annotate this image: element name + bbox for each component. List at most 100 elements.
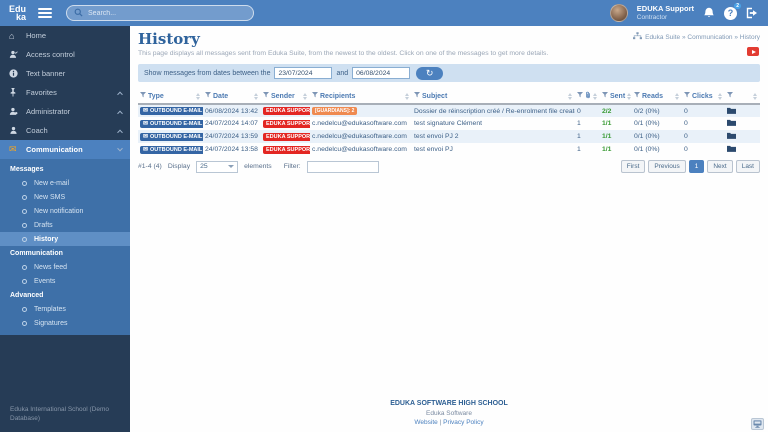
cell-clicks: 0 [684, 120, 688, 127]
topbar: Eduka EDUKA Support Contractor ? 2 [0, 0, 768, 26]
sort-icon[interactable] [568, 92, 573, 100]
sidebar-item-favorites[interactable]: Favorites [0, 83, 130, 102]
column-header-reads[interactable]: Reads [632, 89, 682, 105]
search-input[interactable] [88, 9, 247, 17]
filter-funnel-icon[interactable] [634, 92, 640, 100]
sort-icon[interactable] [405, 92, 410, 100]
filter-funnel-icon[interactable] [140, 92, 146, 100]
submenu-item-new-notification[interactable]: New notification [0, 204, 130, 218]
column-header-sent[interactable]: Sent [600, 89, 632, 105]
envelope-icon: ✉ [143, 133, 149, 140]
sidebar-item-communication[interactable]: ✉ Communication [0, 140, 130, 159]
date-to-input[interactable] [352, 67, 411, 79]
search-bar[interactable] [66, 5, 255, 21]
submenu-item-drafts[interactable]: Drafts [0, 218, 130, 232]
help-icon[interactable]: ? 2 [724, 2, 741, 20]
sort-icon[interactable] [718, 92, 723, 100]
submenu-item-templates[interactable]: Templates [0, 302, 130, 316]
date-from-input[interactable] [274, 67, 333, 79]
filter-label: Show messages from dates between the [144, 69, 271, 77]
sidebar-item-text-banner[interactable]: Text banner [0, 64, 130, 83]
sort-icon[interactable] [627, 92, 632, 100]
sort-icon[interactable] [254, 92, 259, 100]
sort-icon[interactable] [303, 92, 308, 100]
sort-icon[interactable] [593, 92, 598, 100]
bullet-icon [22, 264, 27, 270]
submenu-item-new-sms[interactable]: New SMS [0, 190, 130, 204]
topbar-right: EDUKA Support Contractor ? 2 [609, 2, 758, 22]
sidebar-item-coach[interactable]: Coach [0, 121, 130, 140]
column-header-sender[interactable]: Sender [261, 89, 310, 105]
eduka-logo[interactable]: Edu ka [9, 4, 26, 22]
filter-funnel-icon[interactable] [684, 92, 690, 100]
folder-icon[interactable] [727, 145, 736, 152]
submenu-item-history[interactable]: History [0, 232, 130, 246]
pin-icon [9, 88, 26, 97]
first-page-button[interactable]: First [620, 160, 646, 173]
submenu-item-news-feed[interactable]: News feed [0, 260, 130, 274]
avatar[interactable] [609, 4, 628, 22]
help-badge: 2 [734, 2, 741, 9]
privacy-policy-link[interactable]: Privacy Policy [443, 418, 484, 426]
refresh-button[interactable]: ↻ [416, 66, 444, 80]
sort-icon[interactable] [753, 92, 758, 100]
page-size-select[interactable]: 25 [196, 160, 239, 173]
previous-page-button[interactable]: Previous [648, 160, 686, 173]
filter-funnel-icon[interactable] [727, 92, 733, 100]
sort-icon[interactable] [196, 92, 201, 100]
table-filter-input[interactable] [306, 160, 379, 173]
table-row[interactable]: ✉ OUTBOUND E-MAIL 24/07/2024 13:58 EDUKA … [138, 143, 760, 156]
last-page-button[interactable]: Last [735, 160, 760, 173]
display-mode-icon[interactable] [751, 418, 764, 430]
submenu-item-signatures[interactable]: Signatures [0, 316, 130, 330]
filter-funnel-icon[interactable] [602, 92, 608, 100]
user-role: Contractor [636, 13, 668, 21]
video-tutorial-icon[interactable] [747, 47, 759, 56]
cell-clicks: 0 [682, 130, 725, 143]
menu-toggle-icon[interactable] [38, 6, 53, 20]
sidebar-item-home[interactable]: ⌂ Home [9, 30, 47, 41]
display-label: Display [167, 163, 191, 170]
folder-icon[interactable] [727, 119, 736, 126]
page-number-button[interactable]: 1 [688, 160, 705, 173]
column-header-recipients[interactable]: Recipients [310, 89, 412, 105]
filter-funnel-icon[interactable] [263, 92, 269, 100]
column-header-clicks[interactable]: Clicks [682, 89, 725, 105]
submenu-item-new-email[interactable]: New e-mail [0, 176, 130, 190]
column-header-actions[interactable] [725, 89, 760, 105]
column-header-attachments[interactable] [575, 89, 600, 105]
column-header-type[interactable]: Type [138, 89, 203, 105]
user-info[interactable]: EDUKA Support Contractor [636, 3, 694, 22]
submenu-section-messages: Messages [10, 166, 44, 173]
sidebar-item-access-control[interactable]: Access control [0, 45, 130, 64]
folder-icon[interactable] [727, 107, 736, 114]
submenu-item-events[interactable]: Events [0, 274, 130, 288]
next-page-button[interactable]: Next [707, 160, 733, 173]
type-badge: ✉ OUTBOUND E-MAIL [140, 119, 203, 128]
filter-funnel-icon[interactable] [414, 92, 420, 100]
column-header-date[interactable]: Date [203, 89, 261, 105]
logout-icon[interactable] [746, 7, 758, 19]
user-name: EDUKA Support [636, 3, 694, 13]
filter-funnel-icon[interactable] [577, 92, 583, 100]
notifications-bell-icon[interactable] [703, 7, 715, 19]
cell-sent: 1/1 [602, 146, 612, 153]
user-check-icon [9, 50, 26, 59]
sort-icon[interactable] [675, 92, 680, 100]
table-row[interactable]: ✉ OUTBOUND E-MAIL 24/07/2024 14:07 EDUKA … [138, 117, 760, 130]
table-row[interactable]: ✉ OUTBOUND E-MAIL 24/07/2024 13:59 EDUKA … [138, 130, 760, 143]
chevron-down-icon [117, 145, 123, 151]
sidebar-item-administrator[interactable]: Administrator [0, 102, 130, 121]
website-link[interactable]: Website [414, 418, 438, 426]
filter-funnel-icon[interactable] [312, 92, 318, 100]
folder-icon[interactable] [727, 132, 736, 139]
column-header-subject[interactable]: Subject [412, 89, 575, 105]
cell-clicks: 0 [682, 104, 725, 117]
footer-links: Website | Privacy Policy [414, 418, 484, 426]
sender-badge: EDUKA SUPPORT [263, 132, 310, 141]
logo-line1: Edu [9, 4, 26, 14]
table-row[interactable]: ✉ OUTBOUND E-MAIL 06/08/2024 13:42 EDUKA … [138, 104, 760, 117]
filter-funnel-icon[interactable] [205, 92, 211, 100]
breadcrumb[interactable]: Eduka Suite » Communication » History [633, 32, 760, 42]
